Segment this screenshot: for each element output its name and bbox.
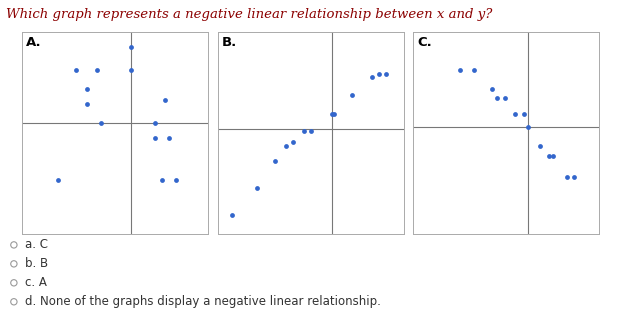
Point — [92, 67, 102, 72]
Text: Which graph represents a negative linear relationship between x and y?: Which graph represents a negative linear… — [6, 8, 493, 21]
Point — [160, 98, 170, 103]
Point — [455, 67, 465, 72]
Point — [367, 75, 377, 80]
Point — [156, 178, 167, 183]
Point — [227, 212, 237, 217]
Point — [347, 92, 357, 97]
Point — [562, 174, 572, 179]
Point — [150, 136, 160, 141]
Point — [487, 86, 497, 91]
Point — [126, 44, 136, 49]
Point — [492, 96, 502, 101]
Text: B.: B. — [221, 36, 237, 49]
Point — [81, 101, 91, 106]
Point — [53, 178, 63, 183]
Text: c. A: c. A — [25, 276, 47, 289]
Point — [510, 111, 521, 116]
Point — [381, 71, 391, 76]
Text: b. B: b. B — [25, 257, 49, 270]
Point — [171, 178, 181, 183]
Text: a. C: a. C — [25, 238, 48, 252]
Text: A.: A. — [26, 36, 42, 49]
Point — [288, 140, 298, 145]
Point — [150, 121, 160, 126]
Point — [545, 153, 555, 158]
Point — [548, 153, 558, 158]
Point — [469, 67, 479, 72]
Point — [523, 125, 533, 130]
Point — [71, 67, 81, 72]
Point — [298, 128, 309, 133]
Point — [126, 67, 136, 72]
Point — [305, 128, 316, 133]
Point — [535, 143, 545, 149]
Point — [569, 174, 579, 179]
Point — [327, 111, 338, 116]
Point — [519, 111, 529, 116]
Point — [270, 159, 280, 164]
Point — [164, 136, 174, 141]
Point — [96, 121, 106, 126]
Point — [252, 185, 262, 191]
Point — [329, 111, 339, 116]
Point — [281, 143, 291, 149]
Point — [81, 86, 91, 91]
Text: d. None of the graphs display a negative linear relationship.: d. None of the graphs display a negative… — [25, 295, 381, 308]
Point — [500, 96, 510, 101]
Text: C.: C. — [417, 36, 432, 49]
Point — [374, 71, 384, 76]
